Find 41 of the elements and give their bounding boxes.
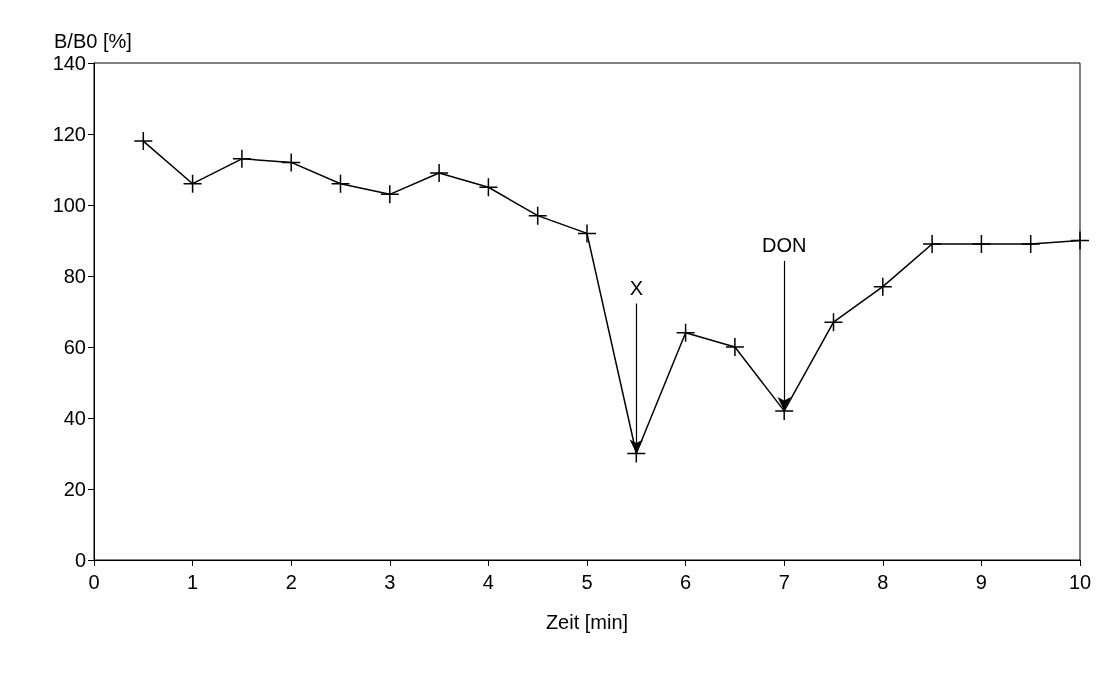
x-tick-label: 10 xyxy=(1068,571,1092,593)
point xyxy=(281,152,301,173)
y-axis-title: B/B0 [%] xyxy=(54,30,132,52)
y-tick-label: 60 xyxy=(63,336,86,358)
point xyxy=(823,312,844,332)
y-tick-label: 140 xyxy=(52,52,86,74)
y-tick-label: 100 xyxy=(52,194,86,216)
x-tick-label: 4 xyxy=(482,571,494,593)
point xyxy=(675,323,696,343)
x-tick-label: 6 xyxy=(680,571,692,593)
point xyxy=(429,163,449,183)
point xyxy=(873,276,893,297)
point xyxy=(182,173,203,194)
y-tick-label: 0 xyxy=(74,549,86,571)
point xyxy=(380,184,400,205)
y-tick-label: 40 xyxy=(63,407,86,429)
x-tick-label: 5 xyxy=(581,571,593,593)
y-tick-label: 20 xyxy=(63,478,86,500)
point xyxy=(922,234,942,254)
annotation: DON xyxy=(761,233,807,256)
point xyxy=(577,223,597,244)
x-tick-label: 3 xyxy=(384,571,396,593)
x-tick-label: 1 xyxy=(187,571,199,593)
point xyxy=(478,177,499,197)
x-tick-label: 9 xyxy=(975,571,987,593)
point xyxy=(971,234,992,254)
x-tick-label: 7 xyxy=(778,571,790,593)
point xyxy=(527,205,548,226)
y-tick-label: 80 xyxy=(63,265,86,287)
x-axis-title: Zeit [min] xyxy=(545,611,629,633)
annotation: X xyxy=(629,276,643,299)
point xyxy=(232,149,252,169)
x-tick-label: 2 xyxy=(285,571,297,593)
point xyxy=(133,131,154,151)
point xyxy=(330,173,351,194)
x-tick-label: 8 xyxy=(877,571,889,593)
y-tick-label: 120 xyxy=(52,123,86,145)
point xyxy=(1020,234,1041,254)
x-tick-label: 0 xyxy=(88,571,100,593)
point xyxy=(1070,230,1090,251)
point xyxy=(725,337,745,357)
